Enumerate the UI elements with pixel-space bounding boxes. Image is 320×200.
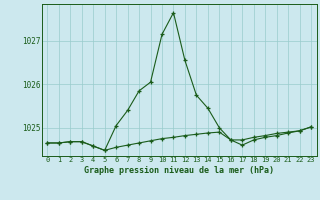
X-axis label: Graphe pression niveau de la mer (hPa): Graphe pression niveau de la mer (hPa)	[84, 166, 274, 175]
